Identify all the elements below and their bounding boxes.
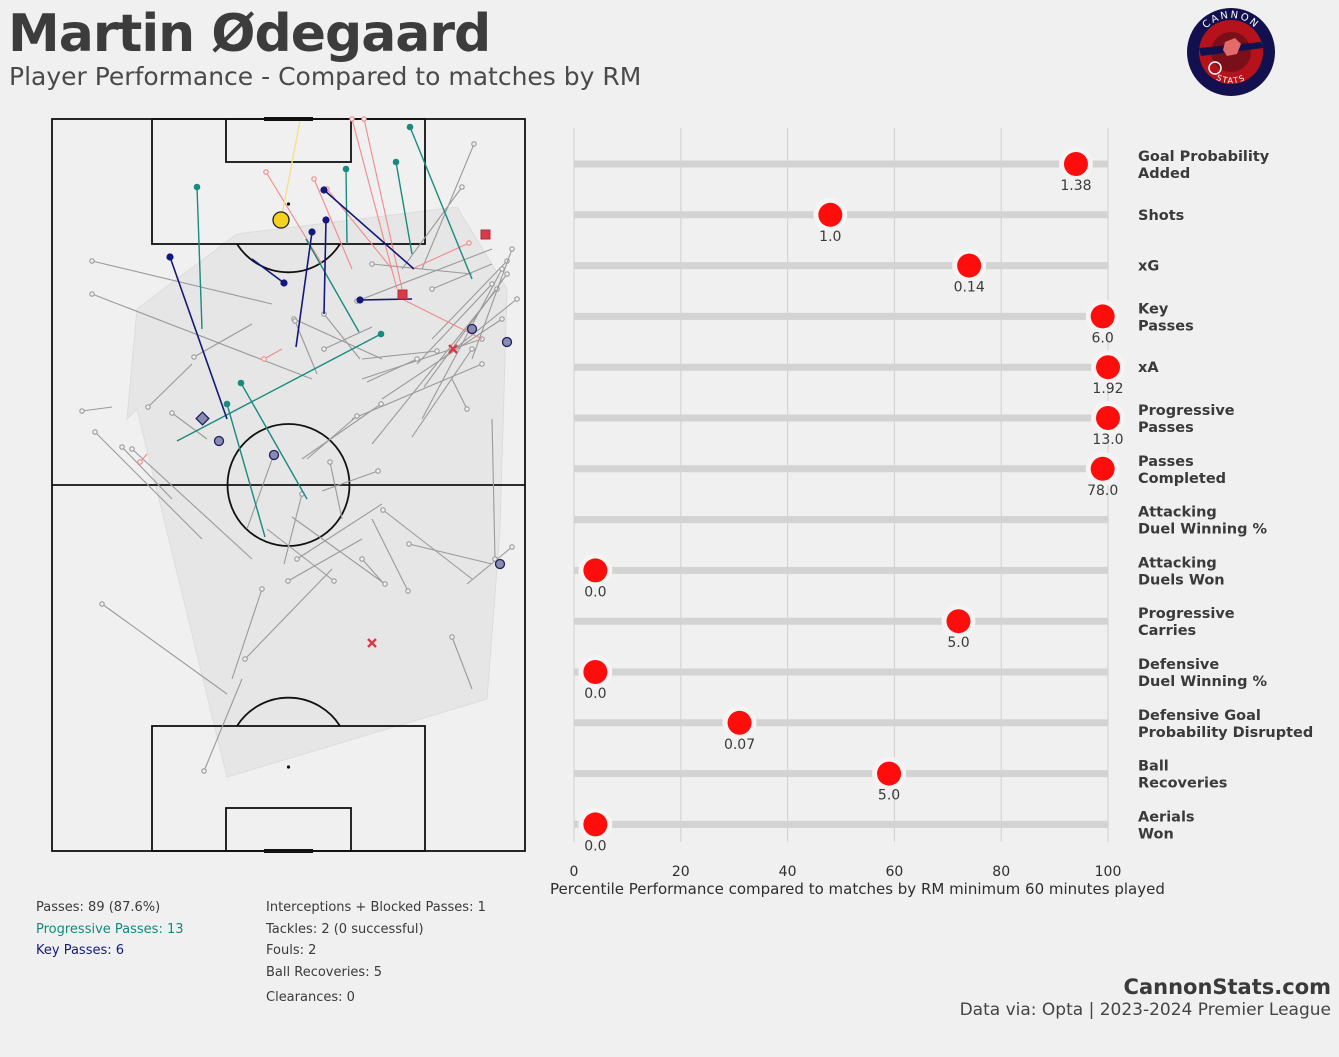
- interception-marker: [195, 411, 210, 426]
- stat-passes: Passes: 89 (87.6%): [36, 900, 161, 915]
- penalty-spot-bottom: [286, 765, 291, 769]
- pass-map-pitch: [51, 116, 526, 853]
- x-tick-label: 20: [672, 864, 690, 880]
- metric-marker: [946, 609, 971, 634]
- metric-marker: [583, 558, 608, 583]
- stat-clearances: Clearances: 0: [266, 990, 355, 1005]
- shot-trajectory: [280, 120, 301, 221]
- site-credit: CannonStats.com: [1123, 975, 1331, 999]
- metric-value-label: 0.0: [584, 838, 606, 854]
- shot-marker: [272, 211, 290, 229]
- data-source: Data via: Opta | 2023-2024 Premier Leagu…: [959, 1000, 1331, 1020]
- pitch-stats-left: Passes: 89 (87.6%) Progressive Passes: 1…: [36, 897, 184, 962]
- metric-marker: [583, 812, 608, 837]
- metric-value-label: 0.14: [954, 280, 985, 296]
- metric-label: xG: [1138, 259, 1159, 275]
- metric-value-label: 0.0: [584, 686, 606, 702]
- x-axis-label: Percentile Performance compared to match…: [550, 880, 1165, 898]
- metric-label: Progressive Carries: [1138, 606, 1235, 639]
- metric-value-label: 13.0: [1092, 432, 1123, 448]
- metric-value-label: 1.0: [819, 229, 841, 245]
- x-tick-label: 100: [1095, 864, 1122, 880]
- x-tick-label: 80: [992, 864, 1010, 880]
- foul-marker: [397, 289, 408, 300]
- stat-ball-recoveries: Ball Recoveries: 5: [266, 964, 382, 980]
- metric-marker: [1090, 456, 1115, 481]
- foul-marker: [480, 229, 491, 240]
- metric-marker: [877, 761, 902, 786]
- metric-label: Passes Completed: [1138, 454, 1226, 487]
- stat-tackles: Tackles: 2 (0 successful): [266, 921, 424, 937]
- metric-label: Ball Recoveries: [1138, 759, 1227, 792]
- metric-value-label: 1.92: [1092, 381, 1123, 397]
- logo-bottom-text: STATS: [1215, 73, 1246, 85]
- x-tick-label: 60: [885, 864, 903, 880]
- metric-label: Shots: [1138, 208, 1184, 224]
- metric-label: Goal Probability Added: [1138, 149, 1270, 182]
- metric-marker: [1090, 304, 1115, 329]
- page-title: Martin Ødegaard: [8, 4, 491, 64]
- metric-label: xA: [1138, 360, 1159, 376]
- failed-passes: [137, 116, 483, 465]
- page-subtitle: Player Performance - Compared to matches…: [9, 62, 642, 91]
- key-passes: [166, 186, 415, 420]
- metric-value-label: 5.0: [947, 635, 969, 651]
- metric-value-label: 78.0: [1087, 483, 1118, 499]
- metric-marker: [957, 253, 982, 278]
- metric-label: Defensive Goal Probability Disrupted: [1138, 708, 1313, 741]
- progressive-passes: [176, 123, 473, 538]
- metric-label: Key Passes: [1138, 301, 1194, 334]
- metric-marker: [583, 660, 608, 684]
- metric-marker: [1096, 406, 1120, 430]
- metric-marker: [1096, 355, 1120, 380]
- metric-marker: [727, 710, 752, 735]
- metric-value-label: 0.0: [584, 584, 606, 600]
- metric-value-label: 5.0: [878, 788, 900, 804]
- ball-recovery-markers: [213, 323, 513, 570]
- metric-label: Aerials Won: [1138, 809, 1195, 842]
- penalty-spot-top: [286, 202, 291, 206]
- x-tick-label: 40: [779, 864, 797, 880]
- metric-label: Attacking Duels Won: [1138, 555, 1225, 588]
- metric-value-label: 6.0: [1092, 330, 1114, 346]
- stat-interceptions: Interceptions + Blocked Passes: 1: [266, 900, 486, 915]
- pitch-markings: [51, 118, 526, 852]
- metric-value-label: 0.07: [724, 737, 755, 753]
- svg-text:STATS: STATS: [1215, 73, 1247, 85]
- stat-progressive-passes: Progressive Passes: 13: [36, 921, 184, 937]
- metric-label: Progressive Passes: [1138, 403, 1235, 436]
- cannon-stats-logo: CANNON STATS: [1187, 8, 1275, 96]
- tackle-lost-marker: [367, 344, 458, 648]
- stat-key-passes: Key Passes: 6: [36, 943, 125, 958]
- metric-label: Attacking Duel Winning %: [1138, 505, 1268, 538]
- stat-fouls: Fouls: 2: [266, 943, 317, 958]
- metric-marker: [1063, 152, 1088, 176]
- metric-marker: [818, 202, 843, 227]
- action-area-hull: [126, 206, 508, 778]
- metric-label: Defensive Duel Winning %: [1138, 657, 1268, 690]
- percentile-lollipop-chart: 0 20 40 60 80 100 Goal Probability Added 1.38 Sho…: [570, 128, 1313, 880]
- x-tick-label: 0: [570, 864, 579, 880]
- metric-value-label: 1.38: [1060, 178, 1091, 194]
- pitch-stats-right: Interceptions + Blocked Passes: 1 Tackle…: [266, 897, 486, 1009]
